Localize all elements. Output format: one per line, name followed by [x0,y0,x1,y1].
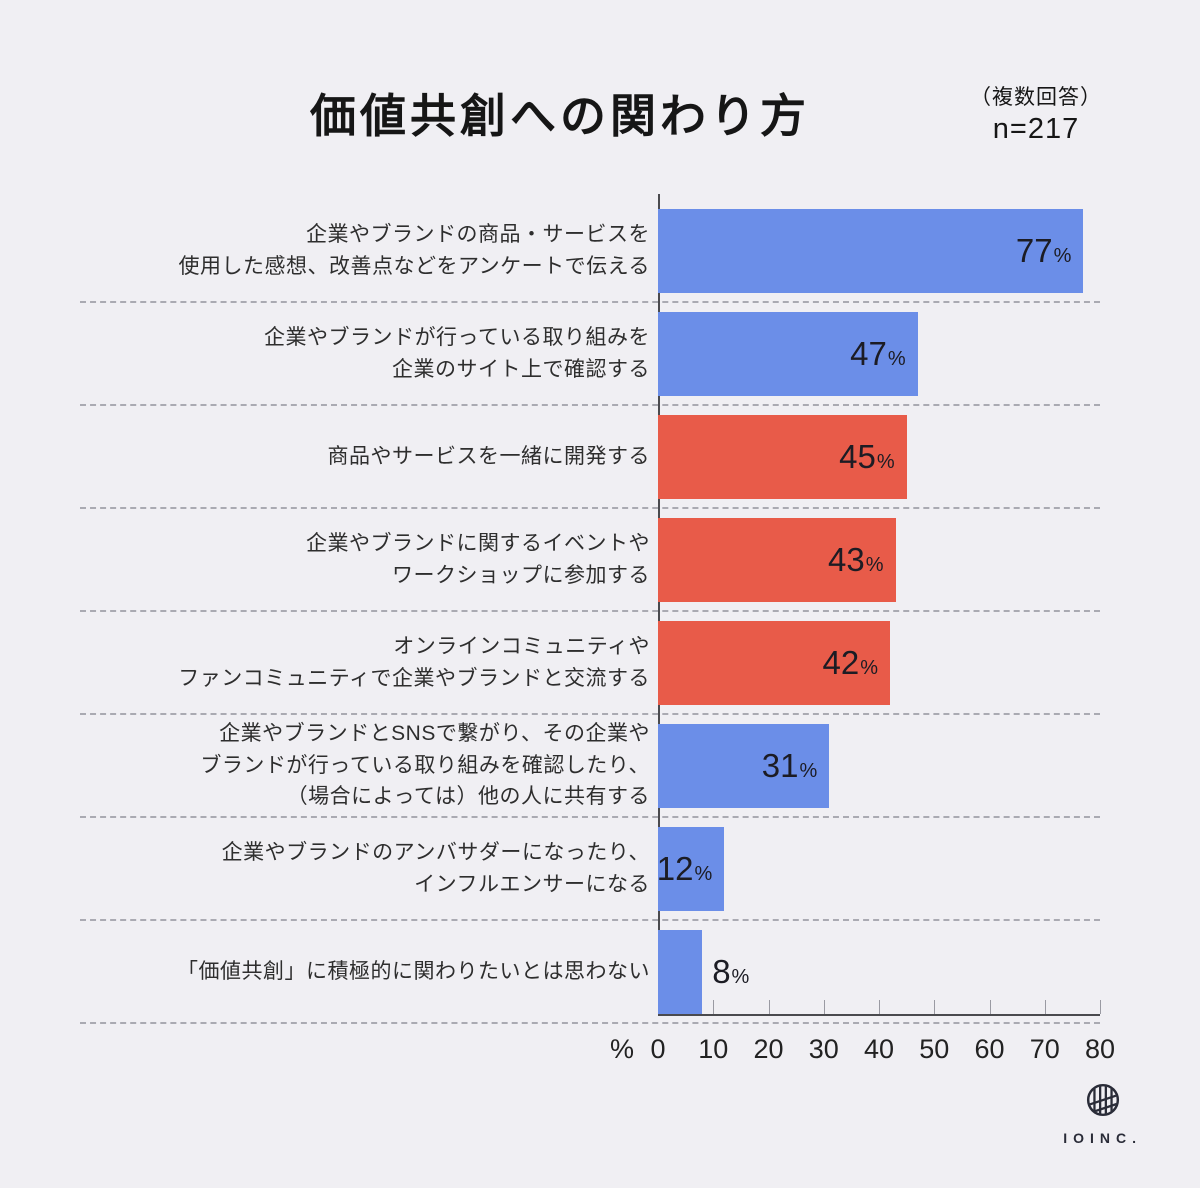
bar: 47% [658,311,918,396]
bar: 77% [658,208,1084,293]
bar-track: 77% [658,200,1100,301]
multiple-answer-note: （複数回答） [970,86,1102,109]
page-title: 価値共創への関わり方 [310,90,810,142]
x-axis-tick [823,1000,825,1014]
bar: 45% [658,414,907,499]
x-axis-tick [713,1000,715,1014]
bar: 12% [657,826,725,911]
chart-row: 企業やブランドに関するイベントや ワークショップに参加する 43% [80,509,1100,612]
company-logo: IOINC. [1063,1081,1142,1146]
value-number: 47 [850,334,887,372]
category-label: 商品やサービスを一緒に開発する [327,444,650,468]
bar: 8% [658,929,749,1014]
category-label: 「価値共創」に積極的に関わりたいとは思わない [177,959,650,983]
chart-row: 企業やブランドが行っている取り組みを 企業のサイト上で確認する 47% [80,303,1100,406]
value-number: 8 [712,952,731,990]
x-axis-tick [934,1000,936,1014]
bar: 42% [658,620,891,705]
header: 価値共創への関わり方 （複数回答） n=217 [0,0,1200,200]
value-number: 42 [822,643,860,681]
value-unit: % [865,553,884,576]
category-label: オンラインコミュニティや ファンコミュニティで企業やブランドと交流する [178,635,650,690]
bar-track: 12% [657,818,1100,919]
value-unit: % [876,450,895,473]
bar-track: 43% [658,509,1100,610]
x-axis-tick [768,1000,770,1014]
x-axis-unit-label: % [610,1034,635,1064]
hatched-circle-logo-icon [1086,1083,1119,1117]
value-number: 43 [828,540,865,578]
x-axis-tick-label: 30 [808,1034,839,1064]
bar: 43% [658,517,896,602]
x-axis-tick-label: 10 [698,1034,729,1064]
value-label: 77% [1016,232,1072,270]
survey-annotation: （複数回答） n=217 [970,84,1102,149]
category-label: 企業やブランドが行っている取り組みを 企業のサイト上で確認する [264,326,650,381]
chart-rows: 企業やブランドの商品・サービスを 使用した感想、改善点などをアンケートで伝える 7… [80,200,1100,1024]
bar-track: 8% [658,921,1100,1022]
chart-row: オンラインコミュニティや ファンコミュニティで企業やブランドと交流する 42% [80,612,1100,715]
bar-track: 47% [658,303,1100,404]
x-axis-tick [1044,1000,1046,1014]
value-unit: % [1053,244,1072,267]
x-axis-tick [879,1000,880,1014]
value-label: 31% [762,747,818,785]
bar-track: 42% [658,612,1100,713]
value-label: 12% [657,850,713,888]
chart-row: 企業やブランドのアンバサダーになったり、 インフルエンサーになる 12% [80,818,1100,921]
value-label: 8% [712,953,749,991]
x-axis-tick-label: 60 [974,1034,1005,1064]
value-number: 77 [1015,231,1053,269]
x-axis-tick-label: 0 [650,1034,666,1064]
value-unit: % [860,656,879,679]
x-axis-tick-label: 70 [1029,1034,1060,1064]
value-number: 45 [839,437,876,475]
value-unit: % [887,347,906,370]
y-axis-line [658,194,660,1016]
chart-row: 企業やブランドの商品・サービスを 使用した感想、改善点などをアンケートで伝える 7… [80,200,1100,303]
bar-track: 45% [658,406,1100,507]
value-unit: % [799,759,818,782]
x-axis-tick-label: 20 [753,1034,784,1064]
value-label: 42% [823,644,879,682]
x-axis-tick-label: 80 [1084,1034,1116,1064]
chart-row: 商品やサービスを一緒に開発する 45% [80,406,1100,509]
chart-row: 企業やブランドとSNSで繋がり、その企業や ブランドが行っている取り組みを確認した… [80,715,1100,818]
value-label: 43% [828,541,884,579]
logo-text: IOINC. [1063,1130,1142,1146]
x-axis-tick-label: 50 [919,1034,950,1064]
category-label: 企業やブランドのアンバサダーになったり、 インフルエンサーになる [221,841,650,896]
x-axis-tick [1100,1000,1101,1014]
bar: 31% [658,723,830,808]
value-unit: % [694,862,713,885]
value-number: 31 [761,746,799,784]
category-label: 企業やブランドに関するイベントや ワークショップに参加する [306,532,650,587]
bar-chart: 企業やブランドの商品・サービスを 使用した感想、改善点などをアンケートで伝える 7… [80,194,1101,1024]
value-number: 12 [656,849,694,887]
bar-track: 31% [658,715,1100,816]
value-unit: % [731,965,750,988]
category-label: 企業やブランドの商品・サービスを 使用した感想、改善点などをアンケートで伝える [178,223,650,278]
value-label: 45% [839,438,895,476]
category-label: 企業やブランドとSNSで繋がり、その企業や ブランドが行っている取り組みを確認した… [200,722,650,809]
x-axis-tick-label: 40 [863,1034,895,1064]
x-axis-labels: % 0 10 20 30 40 50 60 70 80 [610,1024,1115,1070]
value-label: 47% [850,335,906,373]
x-axis-tick [989,1000,991,1014]
chart-row: 「価値共創」に積極的に関わりたいとは思わない 8% [80,921,1100,1024]
sample-size: n=217 [992,113,1080,146]
x-axis-line [658,1014,1100,1016]
